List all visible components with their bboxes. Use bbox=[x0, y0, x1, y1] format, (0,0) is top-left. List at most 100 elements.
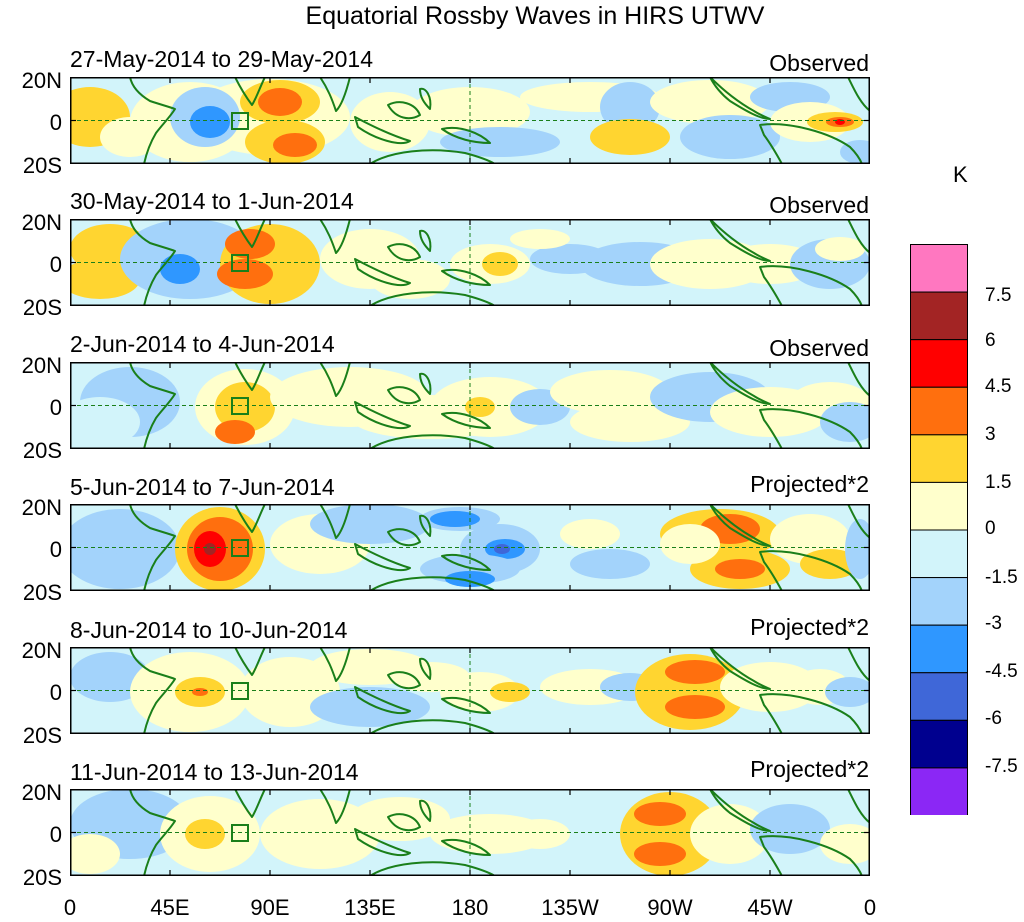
contour-fill bbox=[680, 115, 780, 159]
map-panel-6 bbox=[70, 789, 870, 876]
coastline-path bbox=[387, 528, 421, 547]
coastline-path bbox=[387, 671, 421, 690]
coastline-path bbox=[847, 789, 870, 824]
reference-box bbox=[231, 112, 249, 130]
contour-fill bbox=[665, 695, 725, 719]
contour-fill bbox=[465, 397, 495, 417]
coastline-path bbox=[419, 799, 432, 822]
contour-fill bbox=[510, 819, 570, 849]
coastline-path bbox=[441, 554, 491, 571]
coastline-path bbox=[419, 229, 432, 252]
coastline-path bbox=[369, 149, 496, 164]
contour-fill bbox=[310, 687, 430, 727]
coastline-path bbox=[419, 514, 432, 537]
contour-fill bbox=[845, 519, 870, 579]
coastline-path bbox=[234, 219, 266, 248]
coastline-path bbox=[369, 434, 496, 449]
coastline-path bbox=[709, 77, 771, 120]
contour-fill bbox=[350, 797, 450, 841]
coastline-path bbox=[234, 77, 266, 106]
coastline-path bbox=[709, 647, 771, 690]
coastline-path bbox=[441, 269, 491, 286]
coastline-path bbox=[759, 408, 863, 449]
coastline-path bbox=[441, 127, 491, 144]
panel-3-date: 2-Jun-2014 to 4-Jun-2014 bbox=[70, 331, 335, 357]
coastline bbox=[70, 504, 870, 591]
coastline-path bbox=[369, 719, 496, 734]
panel-5-date: 8-Jun-2014 to 10-Jun-2014 bbox=[70, 617, 348, 643]
reference-box bbox=[231, 254, 249, 272]
colorbar-swatch bbox=[910, 624, 968, 674]
coastline-path bbox=[369, 291, 496, 306]
lat-label-20n: 20N bbox=[21, 495, 62, 520]
coastline-path bbox=[234, 504, 266, 533]
contour-fill bbox=[650, 80, 770, 124]
lat-label-20s: 20S bbox=[22, 438, 62, 463]
contour-fill bbox=[510, 229, 570, 249]
contour-fill bbox=[445, 571, 495, 587]
colorbar bbox=[910, 244, 968, 815]
contour-fill bbox=[634, 802, 686, 826]
contour-fill bbox=[160, 254, 200, 284]
contour-fill bbox=[192, 688, 208, 696]
contour-fill bbox=[70, 397, 140, 447]
colorbar-label: 4.5 bbox=[985, 376, 1012, 397]
contour-fill bbox=[820, 824, 870, 864]
coastline-path bbox=[419, 372, 432, 395]
map-panel-1 bbox=[70, 77, 870, 164]
coastline-path bbox=[847, 219, 870, 254]
lat-label-eq: 0 bbox=[49, 252, 62, 277]
colorbar-swatch bbox=[910, 434, 968, 483]
coastline bbox=[70, 77, 870, 164]
colorbar-swatch bbox=[910, 767, 968, 815]
contour-fill bbox=[273, 133, 317, 157]
coastline-path bbox=[709, 362, 771, 405]
panel-2-date: 30-May-2014 to 1-Jun-2014 bbox=[70, 188, 354, 214]
colorbar-swatch bbox=[910, 339, 968, 388]
coastline-path bbox=[759, 550, 863, 591]
colorbar-swatch bbox=[910, 244, 968, 293]
panel-4-date: 5-Jun-2014 to 7-Jun-2014 bbox=[70, 474, 335, 500]
contour-fill bbox=[490, 682, 530, 702]
coastline-path bbox=[759, 123, 863, 164]
colorbar-swatch bbox=[910, 672, 968, 721]
panel-1-date: 27-May-2014 to 29-May-2014 bbox=[70, 46, 373, 72]
coastline-path bbox=[709, 789, 771, 832]
lon-label-45e: 45E bbox=[150, 895, 190, 920]
lat-label-20n: 20N bbox=[21, 68, 62, 93]
coastline-path bbox=[70, 219, 176, 306]
contour-fill bbox=[215, 382, 275, 432]
colorbar-swatch bbox=[910, 577, 968, 626]
coastline-path bbox=[319, 504, 351, 539]
lon-label-0-end: 0 bbox=[863, 895, 877, 920]
contour-fill bbox=[440, 672, 520, 712]
lat-label-20s: 20S bbox=[22, 153, 62, 178]
contour-fill bbox=[260, 799, 380, 869]
lat-label-eq: 0 bbox=[49, 822, 62, 847]
reference-box bbox=[231, 682, 249, 700]
coastline-path bbox=[354, 116, 411, 145]
colorbar-label: -6 bbox=[985, 708, 1002, 729]
colorbar-label: 3 bbox=[985, 424, 996, 445]
contour-fill bbox=[660, 524, 720, 564]
coastline-path bbox=[354, 828, 411, 857]
colorbar-label: -4.5 bbox=[985, 661, 1018, 682]
contour-fill bbox=[570, 549, 650, 579]
panel-1-type: Observed bbox=[769, 50, 869, 76]
panel-5-type: Projected*2 bbox=[750, 614, 869, 640]
panel-6-type: Projected*2 bbox=[750, 756, 869, 782]
contour-fill bbox=[70, 834, 120, 874]
coastline-path bbox=[369, 576, 496, 591]
coastline-path bbox=[419, 87, 432, 110]
colorbar-swatch bbox=[910, 481, 968, 531]
colorbar-label: -7.5 bbox=[985, 756, 1018, 777]
coastline-path bbox=[319, 362, 351, 397]
contour-fill bbox=[258, 88, 302, 116]
coastline-path bbox=[319, 77, 351, 112]
coastline-path bbox=[70, 789, 176, 876]
contour-fill bbox=[80, 514, 140, 554]
contour-fill bbox=[217, 259, 273, 289]
contour-fill bbox=[370, 259, 450, 299]
coastline-path bbox=[419, 657, 432, 680]
coastline-path bbox=[369, 861, 496, 876]
